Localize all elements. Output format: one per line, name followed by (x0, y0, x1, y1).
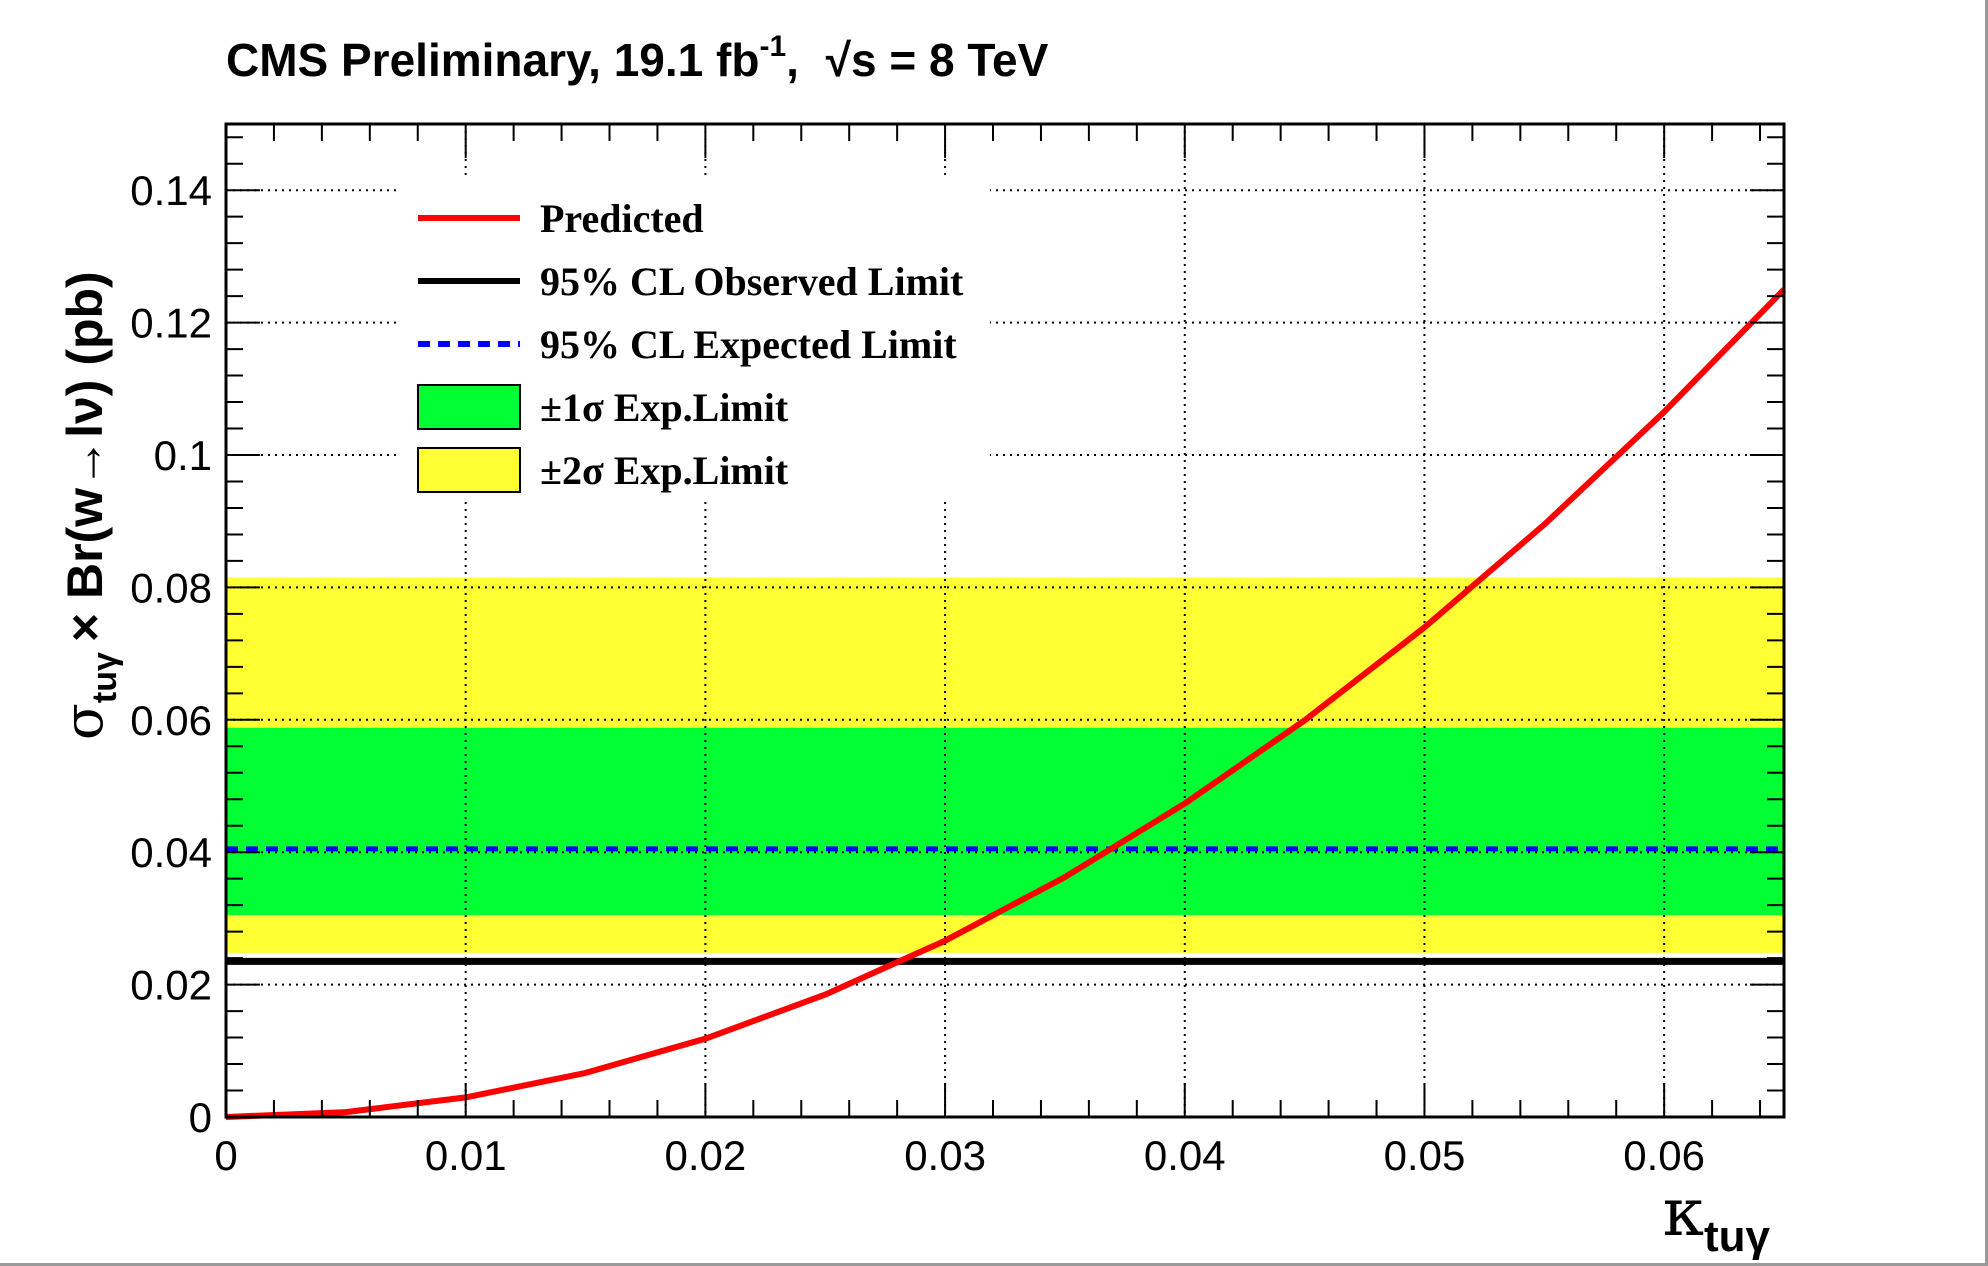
x-tick-label: 0.02 (665, 1132, 747, 1179)
grid-lines (226, 124, 1784, 1117)
legend-label: ±2σ Exp.Limit (540, 448, 789, 493)
x-tick-label: 0.05 (1384, 1132, 1466, 1179)
legend-swatch (417, 447, 521, 493)
legend-label: 95% CL Expected Limit (540, 322, 957, 367)
x-axis-label: κtuγ (1663, 1174, 1771, 1261)
predicted-curve-group (225, 287, 1787, 1120)
x-tick-labels: 0 0.01 0.02 0.03 0.04 0.05 0.06 (214, 1132, 1705, 1179)
y-tick-label: 0.08 (130, 564, 212, 611)
y-tick-label: 0 (189, 1094, 212, 1141)
axis-ticks (225, 124, 1784, 1118)
y-tick-label: 0.04 (130, 829, 212, 876)
y-tick-label: 0.1 (154, 432, 212, 479)
legend-label: ±1σ Exp.Limit (540, 385, 789, 430)
x-tick-label: 0.04 (1144, 1132, 1226, 1179)
band-1sigma (226, 727, 1784, 916)
y-axis-label: σtuγ× Br(w→lν) (pb) (52, 271, 124, 740)
uncertainty-bands (226, 577, 1784, 953)
x-tick-label: 0.06 (1623, 1132, 1705, 1179)
y-tick-label: 0.06 (130, 697, 212, 744)
legend-label: Predicted (540, 196, 704, 241)
legend: Predicted 95% CL Observed Limit 95% CL Exp… (400, 180, 990, 500)
predicted-curve (225, 287, 1787, 1120)
x-tick-label: 0.01 (425, 1132, 507, 1179)
x-tick-label: 0.03 (904, 1132, 986, 1179)
legend-swatch (417, 384, 521, 430)
legend-label: 95% CL Observed Limit (540, 259, 964, 304)
legend-background (400, 180, 990, 500)
plot-frame (224, 122, 1786, 1119)
limit-lines (226, 846, 1784, 965)
y-tick-label: 0.14 (130, 167, 212, 214)
y-tick-label: 0.12 (130, 300, 212, 347)
chart-title: CMS Preliminary, 19.1 fb-1, √s = 8 TeV (226, 30, 1049, 86)
x-tick-label: 0 (214, 1132, 237, 1179)
y-tick-labels: 0 0.02 0.04 0.06 0.08 0.1 0.12 0.14 (130, 167, 212, 1141)
y-tick-label: 0.02 (130, 962, 212, 1009)
